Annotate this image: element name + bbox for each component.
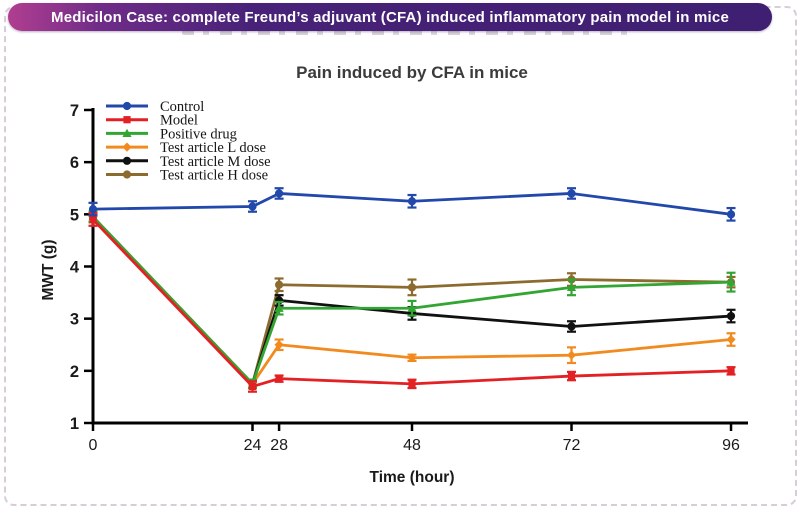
x-tick-label: 72: [563, 437, 581, 454]
legend-label: Control: [160, 99, 204, 115]
y-tick-label: 6: [70, 154, 79, 172]
marker-square: [567, 372, 576, 380]
legend-label: Positive drug: [160, 126, 237, 142]
series-line-2: [91, 218, 732, 388]
x-axis-label: Time (hour): [370, 469, 455, 486]
marker-triangle: [274, 303, 284, 312]
plot-area: 1 2 3 4 5 6 7 0 24 28 48 72 96: [70, 102, 748, 454]
marker-square: [408, 380, 416, 388]
legend-item: Test article M dose: [106, 154, 271, 170]
marker-square: [89, 215, 97, 224]
legend-marker: [122, 101, 132, 111]
marker-square: [727, 367, 735, 375]
legend-label: Test article M dose: [160, 154, 271, 170]
obscured-text-fragments: [182, 30, 637, 35]
legend-item: Positive drug: [106, 126, 237, 142]
legend-item: Test article H dose: [106, 168, 268, 184]
x-tick-label: 48: [403, 437, 421, 454]
marker-circle: [407, 197, 417, 206]
marker-diamond: [566, 350, 577, 360]
chart-title: Pain induced by CFA in mice: [296, 63, 528, 82]
y-axis-label: MWT (g): [40, 239, 57, 300]
series-line-1: [92, 192, 732, 216]
marker-circle: [726, 210, 736, 219]
legend-label: Test article L dose: [160, 140, 266, 156]
marker-circle: [88, 205, 98, 214]
y-tick-label: 1: [70, 415, 79, 433]
marker-diamond: [726, 334, 736, 345]
x-tick-label: 96: [722, 437, 740, 454]
case-title: Medicilon Case: complete Freund’s adjuva…: [51, 8, 729, 26]
marker-circle: [274, 189, 284, 198]
marker-square: [275, 375, 283, 383]
marker-triangle: [566, 282, 577, 291]
legend-label: Test article H dose: [160, 168, 268, 184]
y-tick-label: 5: [70, 206, 79, 224]
y-tick-label: 2: [70, 363, 79, 381]
legend-marker: [122, 128, 132, 137]
legend-marker: [122, 170, 132, 179]
marker-circle: [726, 311, 736, 321]
marker-diamond: [274, 340, 284, 350]
legend-marker: [122, 156, 132, 165]
legend-marker: [123, 116, 131, 124]
marker-circle: [274, 280, 284, 289]
y-tick-label: 4: [70, 258, 80, 276]
marker-circle: [248, 202, 257, 211]
legend-item: Test article L dose: [106, 140, 266, 156]
case-title-banner: Medicilon Case: complete Freund’s adjuva…: [8, 3, 772, 31]
x-tick-label: 0: [89, 437, 98, 454]
legend-item: Control: [106, 99, 204, 115]
marker-circle: [567, 322, 576, 331]
y-tick-label: 3: [70, 311, 79, 329]
legend-marker: [122, 142, 132, 152]
marker-triangle: [726, 277, 736, 286]
marker-square: [248, 382, 257, 391]
legend-label: Model: [160, 113, 198, 129]
marker-diamond: [407, 353, 417, 363]
series-line-3: [91, 215, 732, 386]
x-tick-label: 24: [244, 437, 262, 454]
marker-circle: [567, 189, 576, 198]
legend-item: Model: [106, 113, 198, 129]
line-chart: Pain induced by CFA in mice 1 2 3 4 5 6 7 0 24 28…: [40, 63, 748, 486]
x-tick-label: 28: [270, 437, 288, 454]
y-tick-label: 7: [70, 102, 79, 120]
marker-triangle: [407, 303, 417, 312]
marker-circle: [407, 283, 417, 292]
